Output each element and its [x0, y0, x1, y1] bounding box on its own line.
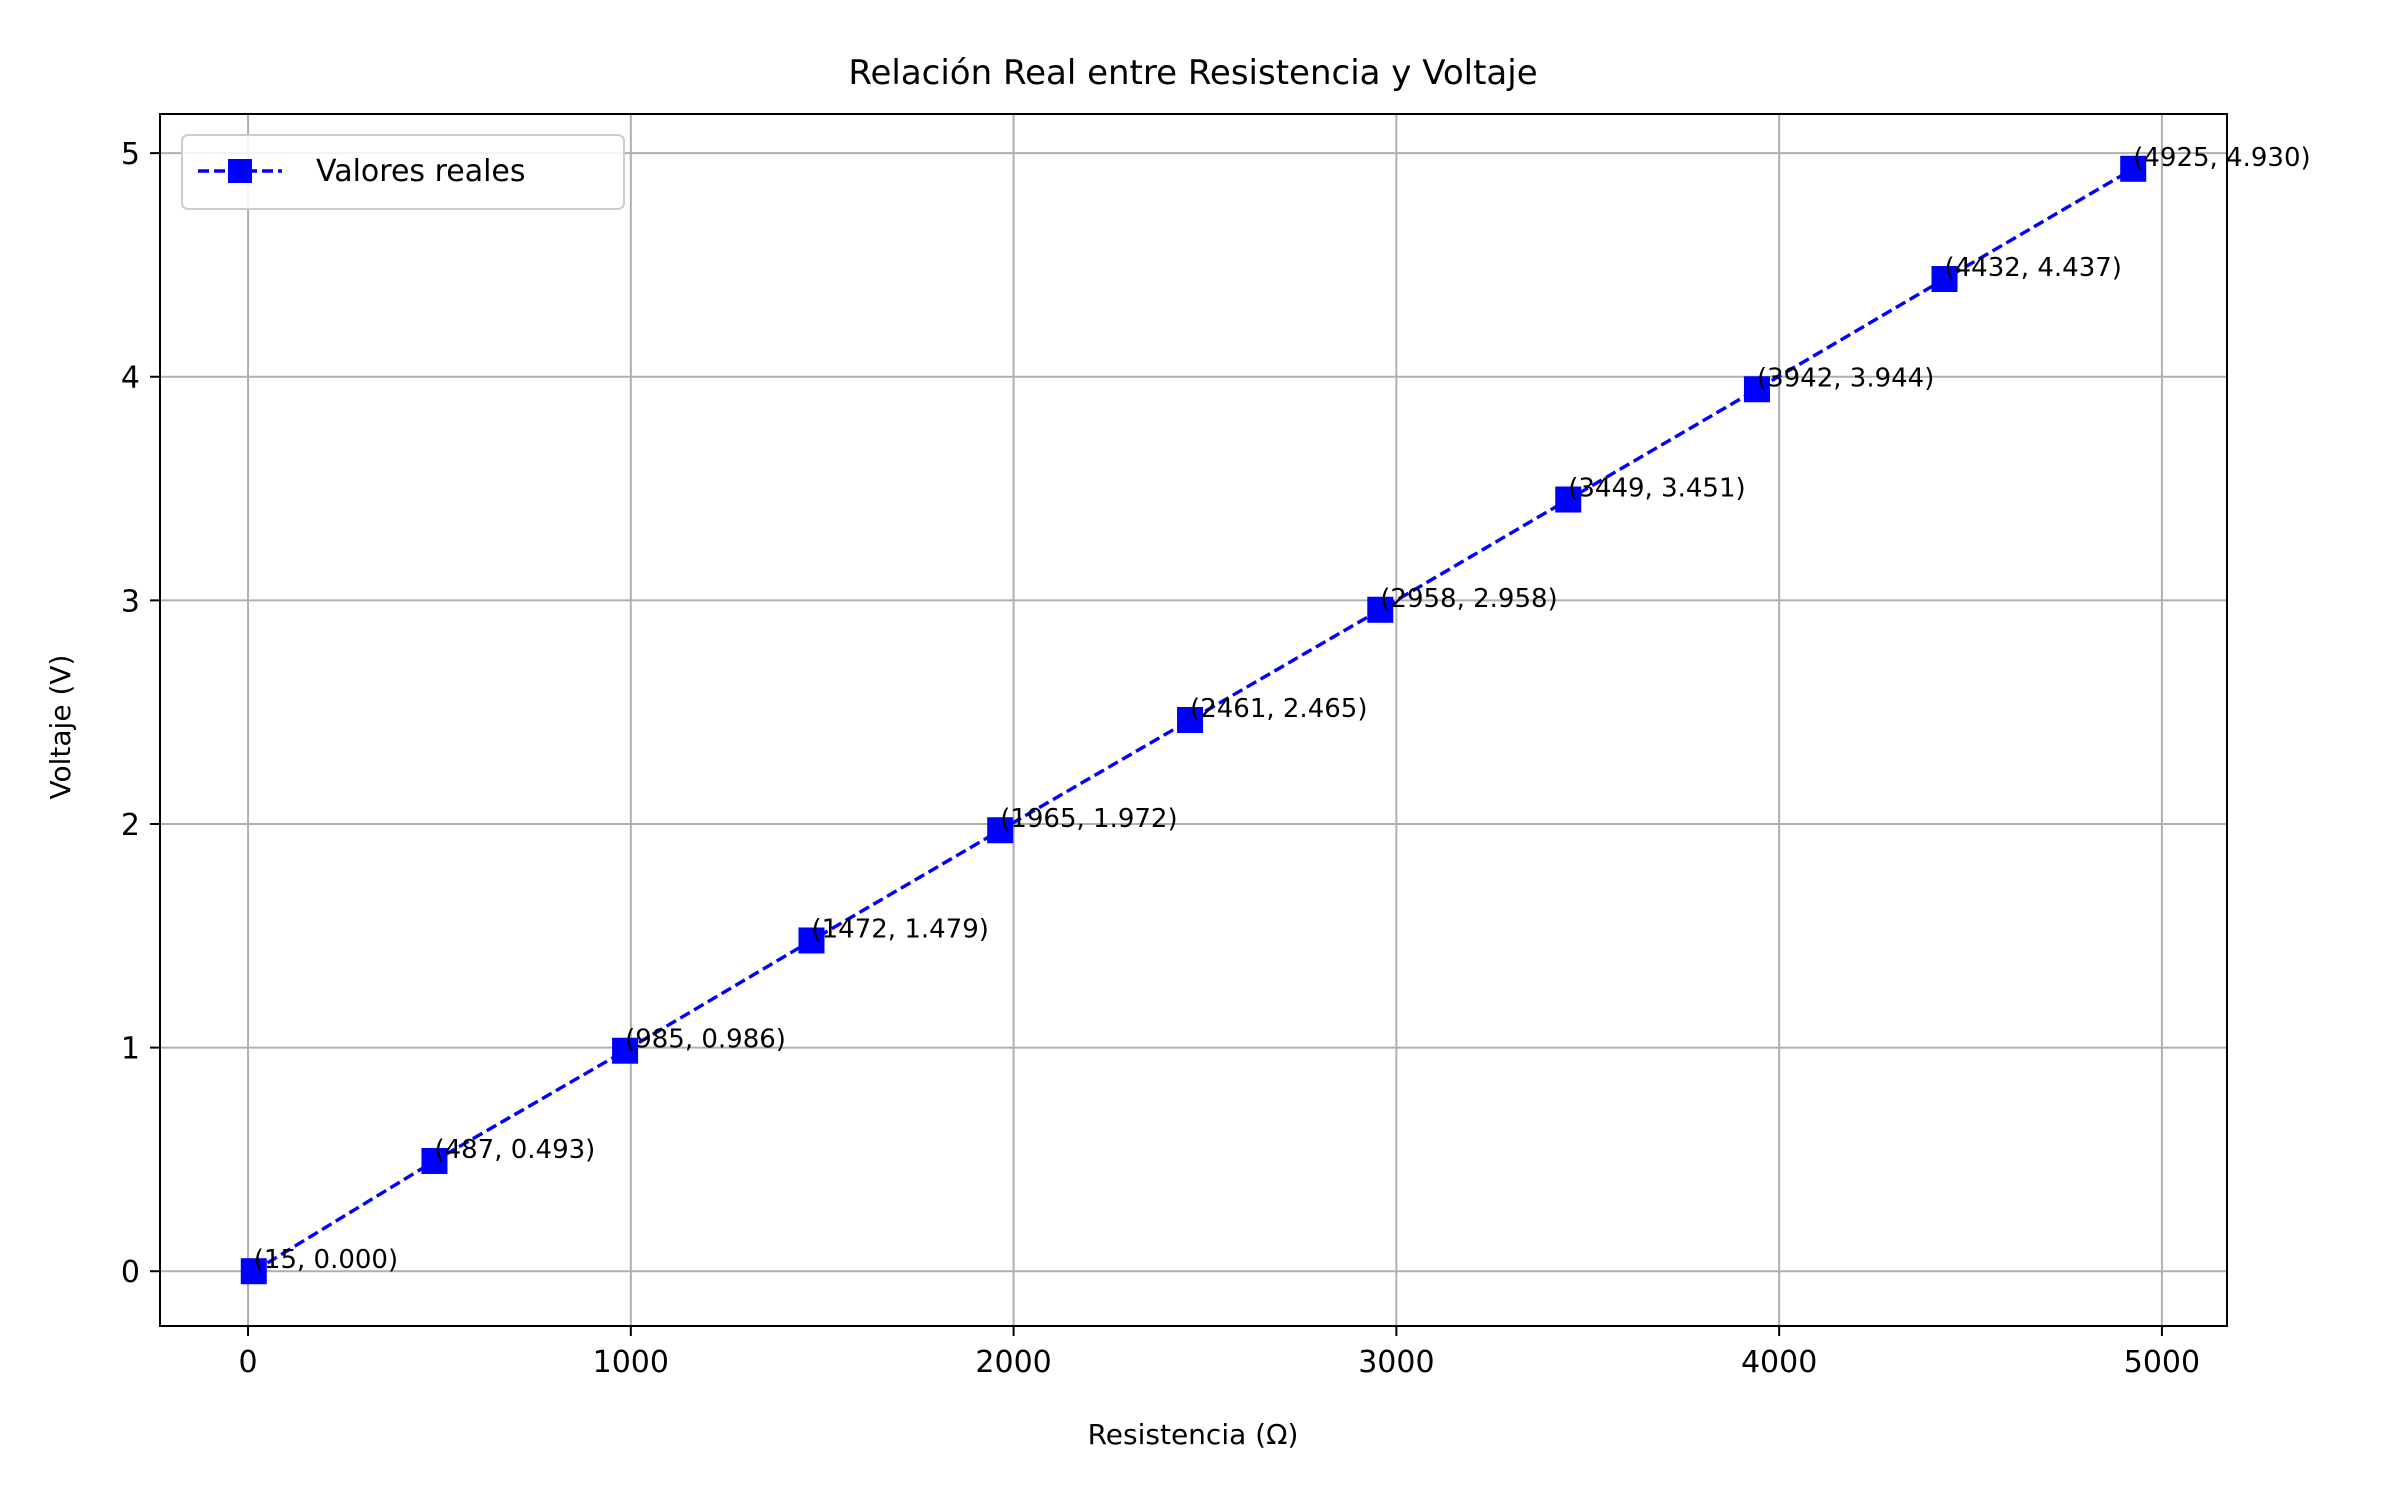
- y-tick-label: 1: [121, 1032, 140, 1067]
- data-point-marker: [798, 927, 825, 954]
- legend-marker-swatch: [228, 159, 252, 183]
- x-tick-label: 2000: [975, 1345, 1051, 1380]
- data-point-label: (487, 0.493): [434, 1135, 595, 1165]
- data-point-label: (4432, 4.437): [1945, 253, 2122, 283]
- legend-box: [181, 134, 625, 210]
- y-tick-label: 5: [121, 137, 140, 172]
- data-point-label: (3942, 3.944): [1757, 363, 1934, 393]
- series-line: [252, 167, 2135, 1273]
- y-tick-label: 2: [121, 808, 140, 843]
- point-labels: (15, 0.000) (487, 0.493) (985, 0.986) (1472…: [254, 143, 2311, 1275]
- x-tick-label: 3000: [1358, 1345, 1434, 1380]
- data-point-marker: [1743, 376, 1770, 403]
- y-tick-label: 3: [121, 584, 140, 619]
- plot-frame-group: [159, 113, 2228, 1327]
- data-point-label: (1472, 1.479): [811, 914, 988, 944]
- plot-frame: [159, 113, 2228, 1327]
- data-point-label: (985, 0.986): [625, 1025, 786, 1055]
- axis-ticks: 0 1000 2000 3000 4000 5000 0 1 2 3 4 5: [121, 137, 2200, 1380]
- data-point-label: (1965, 1.972): [1000, 804, 1177, 834]
- legend: Valores reales: [181, 134, 625, 210]
- data-point-marker: [1367, 596, 1394, 623]
- data-point-marker: [612, 1037, 639, 1064]
- data-point-label: (2461, 2.465): [1190, 694, 1367, 724]
- x-axis-label: Resistencia (Ω): [1088, 1418, 1299, 1451]
- data-point-marker: [240, 1258, 267, 1285]
- x-tick-label: 0: [238, 1345, 257, 1380]
- y-axis-label: Voltaje (V): [44, 655, 77, 800]
- x-tick-label: 1000: [593, 1345, 669, 1380]
- data-point-label: (2958, 2.958): [1380, 584, 1557, 614]
- data-point-marker: [1931, 266, 1958, 293]
- data-point-marker: [2120, 155, 2147, 182]
- series-group: [240, 155, 2147, 1285]
- y-tick-label: 4: [121, 361, 140, 396]
- data-point-label: (4925, 4.930): [2133, 143, 2310, 173]
- x-tick-label: 4000: [1741, 1345, 1817, 1380]
- grid-lines: [160, 114, 2227, 1326]
- data-point-marker: [421, 1147, 448, 1174]
- chart-title: Relación Real entre Resistencia y Voltaj…: [848, 53, 1537, 93]
- y-tick-label: 0: [121, 1255, 140, 1290]
- data-point-marker: [1177, 707, 1204, 733]
- legend-label: Valores reales: [316, 154, 526, 189]
- data-point-label: (15, 0.000): [254, 1245, 398, 1275]
- data-point-marker: [987, 817, 1014, 844]
- x-tick-label: 5000: [2124, 1345, 2200, 1380]
- data-point-label: (3449, 3.451): [1568, 474, 1745, 504]
- data-point-marker: [1555, 486, 1582, 513]
